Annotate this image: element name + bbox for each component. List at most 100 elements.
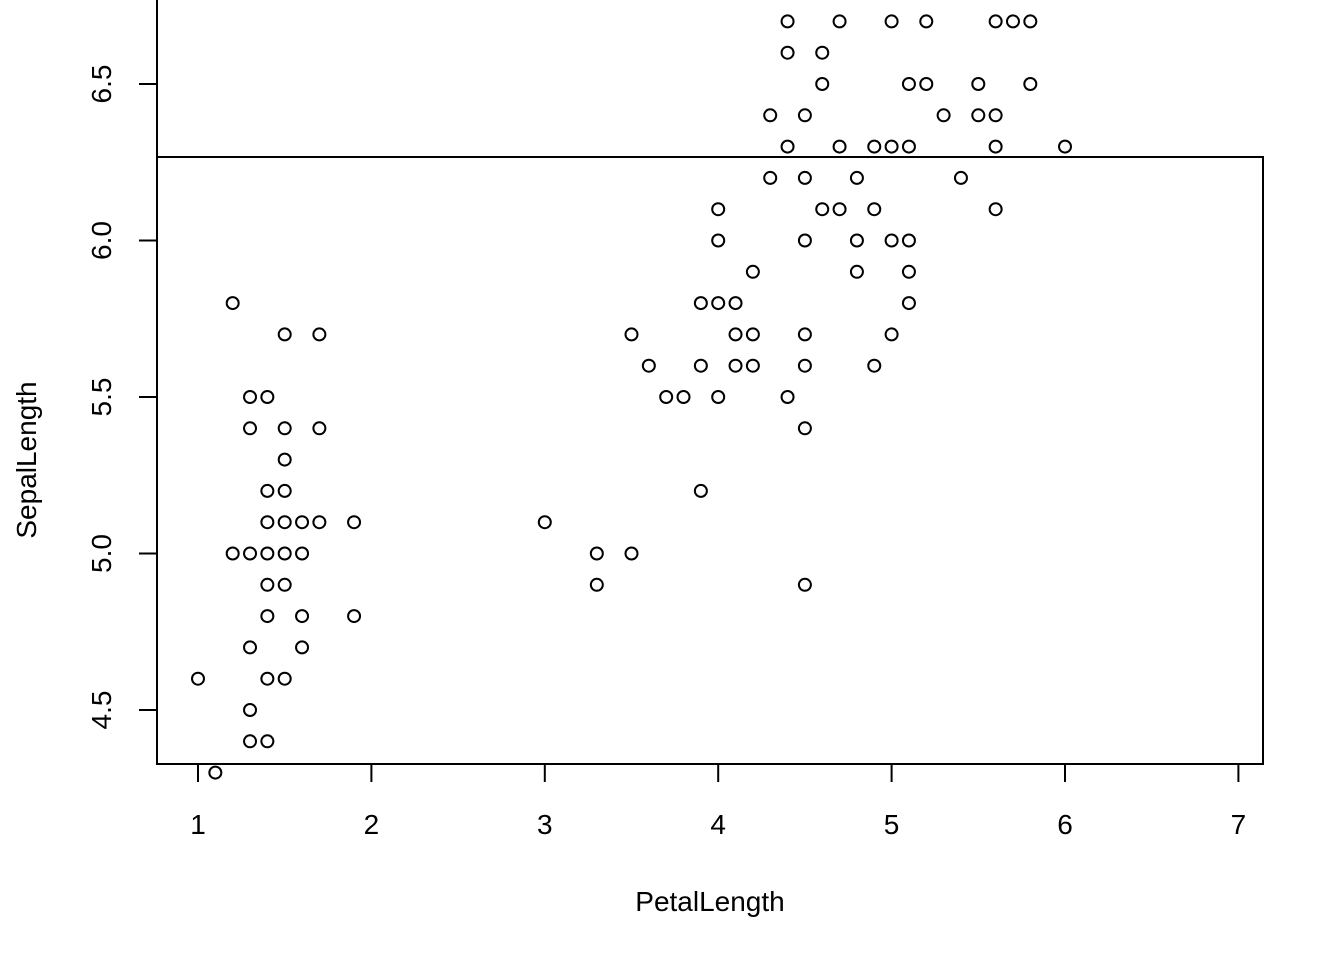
data-point bbox=[797, 170, 812, 185]
data-point bbox=[243, 640, 258, 655]
data-points bbox=[191, 14, 1072, 780]
data-point bbox=[711, 296, 726, 311]
x-tick-label: 6 bbox=[1057, 809, 1073, 840]
data-point bbox=[295, 640, 310, 655]
data-point bbox=[295, 609, 310, 624]
data-point bbox=[260, 609, 275, 624]
data-point bbox=[815, 45, 830, 60]
y-tick-label: 5.5 bbox=[86, 378, 117, 417]
data-point bbox=[676, 390, 691, 404]
data-point bbox=[711, 233, 726, 248]
x-tick-label: 2 bbox=[364, 809, 380, 840]
x-tick-label: 7 bbox=[1231, 809, 1247, 840]
data-point bbox=[797, 327, 812, 342]
data-point bbox=[728, 358, 743, 373]
data-point bbox=[832, 139, 847, 154]
x-tick-label: 5 bbox=[884, 809, 900, 840]
data-point bbox=[347, 515, 362, 530]
data-point bbox=[589, 577, 604, 592]
data-point bbox=[832, 202, 847, 217]
x-tick-label: 1 bbox=[190, 809, 206, 840]
data-point bbox=[589, 546, 604, 561]
data-point bbox=[295, 546, 310, 561]
data-point bbox=[884, 327, 899, 342]
data-point bbox=[277, 452, 292, 467]
data-point bbox=[763, 170, 778, 185]
data-point bbox=[243, 421, 258, 436]
data-point bbox=[260, 546, 275, 561]
data-point bbox=[641, 358, 656, 373]
y-tick-label: 6.5 bbox=[86, 65, 117, 104]
data-point bbox=[624, 327, 639, 342]
data-point bbox=[711, 202, 726, 217]
data-point bbox=[797, 421, 812, 436]
data-point bbox=[659, 390, 674, 404]
data-point bbox=[953, 170, 968, 185]
data-point bbox=[711, 390, 726, 404]
x-axis-title: PetalLength bbox=[635, 886, 784, 917]
data-point bbox=[780, 390, 795, 404]
data-point bbox=[260, 734, 275, 749]
y-tick-label: 6.0 bbox=[86, 221, 117, 260]
data-point bbox=[745, 358, 760, 373]
y-tick-label: 5.0 bbox=[86, 534, 117, 573]
data-point bbox=[1023, 77, 1038, 91]
data-point bbox=[1058, 139, 1072, 154]
data-point bbox=[277, 671, 292, 686]
data-point bbox=[901, 264, 916, 279]
x-tick-label: 4 bbox=[710, 809, 726, 840]
data-point bbox=[919, 77, 934, 91]
plot-box bbox=[156, 156, 1264, 765]
data-point bbox=[815, 202, 830, 217]
data-point bbox=[312, 421, 327, 436]
data-point bbox=[884, 14, 899, 29]
data-point bbox=[780, 45, 795, 60]
data-point bbox=[901, 77, 916, 91]
data-point bbox=[797, 108, 812, 123]
data-point bbox=[728, 296, 743, 311]
data-point bbox=[260, 515, 275, 530]
data-point bbox=[901, 296, 916, 311]
data-point bbox=[988, 108, 1003, 123]
data-point bbox=[243, 546, 258, 561]
data-point bbox=[780, 14, 795, 29]
data-point bbox=[849, 233, 864, 248]
data-point bbox=[849, 170, 864, 185]
data-point bbox=[867, 358, 882, 373]
data-point bbox=[971, 77, 986, 91]
x-tick-label: 3 bbox=[537, 809, 553, 840]
data-point bbox=[1023, 14, 1038, 29]
data-point bbox=[867, 139, 882, 154]
data-point bbox=[797, 358, 812, 373]
data-point bbox=[277, 327, 292, 342]
data-point bbox=[884, 233, 899, 248]
data-point bbox=[745, 327, 760, 342]
data-point bbox=[347, 609, 362, 624]
data-point bbox=[537, 515, 552, 530]
data-point bbox=[312, 515, 327, 530]
data-point bbox=[988, 14, 1003, 29]
data-point bbox=[745, 264, 760, 279]
data-point bbox=[295, 515, 310, 530]
data-point bbox=[919, 14, 934, 29]
data-point bbox=[260, 390, 275, 404]
data-point bbox=[988, 202, 1003, 217]
y-axis: 4.55.05.56.06.57.07.58.0 bbox=[86, 0, 158, 730]
data-point bbox=[693, 483, 708, 498]
data-point bbox=[191, 671, 205, 686]
data-point bbox=[901, 139, 916, 154]
data-point bbox=[260, 671, 275, 686]
x-axis: 1 2 3 4 5 6 7 bbox=[190, 763, 1247, 840]
data-point bbox=[867, 202, 882, 217]
data-point bbox=[901, 233, 916, 248]
y-tick-label: 4.5 bbox=[86, 691, 117, 730]
data-point bbox=[815, 77, 830, 91]
data-point bbox=[243, 703, 258, 717]
data-point bbox=[1005, 14, 1020, 29]
data-point bbox=[277, 421, 292, 436]
data-point bbox=[693, 358, 708, 373]
data-point bbox=[277, 577, 292, 592]
data-point bbox=[312, 327, 327, 342]
data-point bbox=[780, 139, 795, 154]
